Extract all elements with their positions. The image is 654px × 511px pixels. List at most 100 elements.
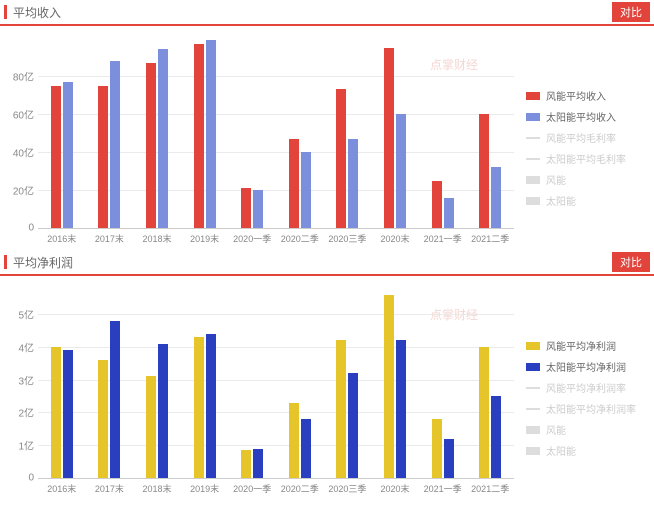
legend-item-disabled[interactable]: 太阳能平均毛利率 <box>526 151 626 166</box>
bar[interactable] <box>301 419 311 478</box>
x-axis-tick: 2019末 <box>190 478 219 495</box>
y-axis-tick: 0 <box>28 223 38 234</box>
x-axis-tick: 2020一季 <box>233 228 271 245</box>
y-axis-tick: 2亿 <box>18 405 38 420</box>
bar[interactable] <box>98 360 108 478</box>
legend-label: 太阳能 <box>546 443 576 458</box>
x-axis-tick: 2021一季 <box>424 478 462 495</box>
bar[interactable] <box>146 63 156 228</box>
legend: 风能平均净利润太阳能平均净利润风能平均净利润率太阳能平均净利润率风能太阳能 <box>526 338 636 464</box>
legend-label: 太阳能平均收入 <box>546 109 616 124</box>
x-axis-tick: 2020末 <box>380 478 409 495</box>
x-axis-tick: 2020末 <box>380 228 409 245</box>
y-axis-tick: 5亿 <box>18 307 38 322</box>
bar[interactable] <box>194 337 204 478</box>
x-axis-tick: 2018末 <box>142 228 171 245</box>
bar[interactable] <box>289 403 299 478</box>
bar[interactable] <box>158 344 168 478</box>
x-axis-tick: 2020一季 <box>233 478 271 495</box>
grid-line <box>38 152 514 153</box>
compare-button[interactable]: 对比 <box>612 252 650 272</box>
bar[interactable] <box>253 449 263 478</box>
grid-line <box>38 314 514 315</box>
legend-item-disabled[interactable]: 太阳能 <box>526 193 626 208</box>
legend-item-disabled[interactable]: 风能平均毛利率 <box>526 130 626 145</box>
grid-line <box>38 190 514 191</box>
y-axis-tick: 60亿 <box>13 107 38 122</box>
legend-label: 风能平均净利润 <box>546 338 616 353</box>
bar[interactable] <box>479 114 489 228</box>
bar[interactable] <box>348 139 358 228</box>
legend-swatch <box>526 92 540 100</box>
bar[interactable] <box>336 340 346 478</box>
bar[interactable] <box>384 295 394 478</box>
bar[interactable] <box>241 450 251 478</box>
bar[interactable] <box>348 373 358 478</box>
legend-swatch <box>526 197 540 205</box>
legend-item-disabled[interactable]: 风能 <box>526 172 626 187</box>
bar[interactable] <box>206 40 216 228</box>
bar[interactable] <box>158 49 168 228</box>
legend-label: 风能 <box>546 422 566 437</box>
x-axis-tick: 2017末 <box>95 478 124 495</box>
grid-line <box>38 347 514 348</box>
grid-line <box>38 445 514 446</box>
legend-swatch <box>526 113 540 121</box>
legend-item-disabled[interactable]: 风能 <box>526 422 636 437</box>
legend-label: 太阳能平均毛利率 <box>546 151 626 166</box>
legend-swatch <box>526 408 540 410</box>
legend-item-disabled[interactable]: 太阳能平均净利润率 <box>526 401 636 416</box>
bar[interactable] <box>491 396 501 478</box>
plot-region: 01亿2亿3亿4亿5亿2016末2017末2018末2019末2020一季202… <box>38 288 514 478</box>
bar[interactable] <box>110 321 120 478</box>
bar[interactable] <box>51 86 61 229</box>
bar[interactable] <box>63 350 73 478</box>
bar[interactable] <box>206 334 216 478</box>
legend-label: 太阳能 <box>546 193 576 208</box>
panel-header: 平均净利润 对比 <box>0 250 654 276</box>
y-axis-tick: 1亿 <box>18 438 38 453</box>
legend-item[interactable]: 太阳能平均收入 <box>526 109 626 124</box>
bar[interactable] <box>146 376 156 478</box>
legend-label: 太阳能平均净利润率 <box>546 401 636 416</box>
bar[interactable] <box>479 347 489 478</box>
x-axis-tick: 2019末 <box>190 228 219 245</box>
bar[interactable] <box>63 82 73 228</box>
chart-area: 点掌财经01亿2亿3亿4亿5亿2016末2017末2018末2019末2020一… <box>0 276 654 500</box>
bar[interactable] <box>444 439 454 478</box>
bar[interactable] <box>444 198 454 228</box>
legend-item-disabled[interactable]: 太阳能 <box>526 443 636 458</box>
bar[interactable] <box>194 44 204 228</box>
bar[interactable] <box>289 139 299 228</box>
bar[interactable] <box>110 61 120 228</box>
bar[interactable] <box>396 114 406 228</box>
grid-line <box>38 412 514 413</box>
bar[interactable] <box>336 89 346 228</box>
bar[interactable] <box>253 190 263 228</box>
x-axis-tick: 2021二季 <box>471 228 509 245</box>
panel-title: 平均净利润 <box>13 254 73 271</box>
bar[interactable] <box>98 86 108 229</box>
legend-item-disabled[interactable]: 风能平均净利润率 <box>526 380 636 395</box>
chart-area: 点掌财经020亿40亿60亿80亿2016末2017末2018末2019末202… <box>0 26 654 250</box>
legend-item[interactable]: 风能平均收入 <box>526 88 626 103</box>
bar[interactable] <box>301 152 311 228</box>
legend-label: 太阳能平均净利润 <box>546 359 626 374</box>
bar[interactable] <box>396 340 406 478</box>
y-axis-tick: 40亿 <box>13 145 38 160</box>
legend-label: 风能平均收入 <box>546 88 606 103</box>
legend-item[interactable]: 太阳能平均净利润 <box>526 359 636 374</box>
bar[interactable] <box>432 419 442 478</box>
bar[interactable] <box>491 167 501 228</box>
compare-button[interactable]: 对比 <box>612 2 650 22</box>
legend-item[interactable]: 风能平均净利润 <box>526 338 636 353</box>
legend-swatch <box>526 176 540 184</box>
bar[interactable] <box>241 188 251 228</box>
x-axis-tick: 2021一季 <box>424 228 462 245</box>
bar[interactable] <box>432 181 442 229</box>
bar[interactable] <box>384 48 394 229</box>
legend-swatch <box>526 363 540 371</box>
x-axis-tick: 2020三季 <box>328 228 366 245</box>
legend-swatch <box>526 387 540 389</box>
bar[interactable] <box>51 347 61 478</box>
